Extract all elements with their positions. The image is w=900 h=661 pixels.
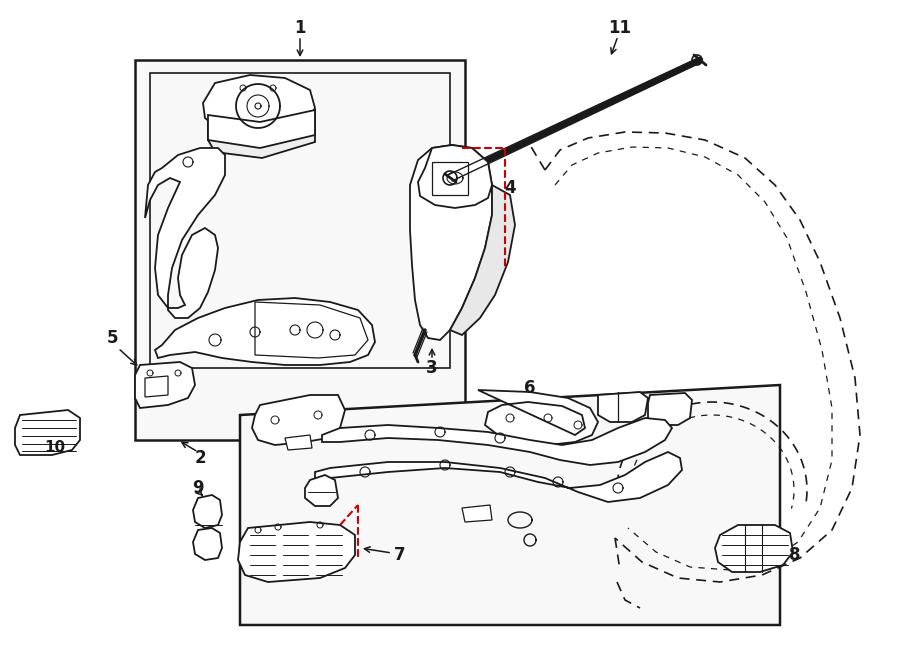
Polygon shape xyxy=(322,418,672,465)
Polygon shape xyxy=(238,522,355,582)
Polygon shape xyxy=(240,385,780,625)
Polygon shape xyxy=(155,298,375,365)
Text: 6: 6 xyxy=(524,379,536,397)
Text: 8: 8 xyxy=(789,546,801,564)
Text: 5: 5 xyxy=(107,329,119,347)
Text: 10: 10 xyxy=(44,440,66,455)
Text: 11: 11 xyxy=(608,19,632,37)
Polygon shape xyxy=(203,75,315,138)
Polygon shape xyxy=(598,392,648,422)
Text: 3: 3 xyxy=(427,359,437,377)
Polygon shape xyxy=(208,110,315,148)
Polygon shape xyxy=(418,145,492,208)
Polygon shape xyxy=(315,452,682,502)
Polygon shape xyxy=(285,435,312,450)
Polygon shape xyxy=(410,145,492,340)
Polygon shape xyxy=(208,110,315,158)
Polygon shape xyxy=(478,390,598,445)
Polygon shape xyxy=(252,395,345,445)
Text: 4: 4 xyxy=(504,179,516,197)
Text: 1: 1 xyxy=(294,19,306,37)
Polygon shape xyxy=(135,60,465,440)
Polygon shape xyxy=(648,393,692,425)
Polygon shape xyxy=(450,185,515,335)
Polygon shape xyxy=(305,475,338,506)
Polygon shape xyxy=(193,528,222,560)
Polygon shape xyxy=(15,410,80,455)
Polygon shape xyxy=(135,362,195,408)
Text: 7: 7 xyxy=(394,546,406,564)
Text: 2: 2 xyxy=(194,449,206,467)
Polygon shape xyxy=(715,525,793,572)
Polygon shape xyxy=(145,148,225,318)
Text: 9: 9 xyxy=(193,479,203,497)
Polygon shape xyxy=(462,505,492,522)
Polygon shape xyxy=(193,495,222,528)
